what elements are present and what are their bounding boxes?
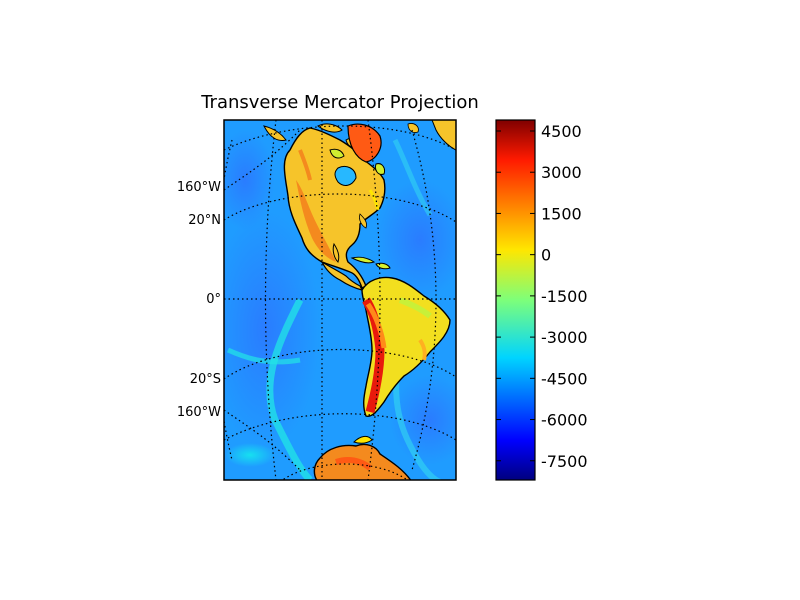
colorbar: 4500 3000 1500 0 -1500 -3000 -4500 -6000 -7500 — [495, 119, 588, 481]
andes-foothills — [365, 302, 387, 349]
arctic-island — [317, 123, 343, 133]
antarctic-peninsula — [353, 435, 373, 444]
north-america — [263, 120, 456, 289]
coastal-island — [359, 213, 367, 229]
iceland — [407, 123, 419, 133]
colorbar-gradient — [496, 120, 535, 480]
meridian-line — [411, 129, 437, 471]
amazon-lowland — [398, 297, 432, 319]
colorbar-tick-label: -3000 — [541, 328, 588, 347]
arctic-island — [329, 148, 345, 159]
rocky-mountains — [296, 180, 336, 262]
colorbar-tick-label: -4500 — [541, 369, 588, 388]
colorbar-tick-label: -7500 — [541, 452, 588, 471]
map-frame — [223, 119, 457, 481]
colorbar-tick-label: 3000 — [541, 163, 582, 182]
ocean-shelf — [225, 443, 275, 467]
parallel-line — [281, 463, 409, 480]
meridian-label: 160°W — [177, 405, 221, 420]
colorbar-ticks: 4500 3000 1500 0 -1500 -3000 -4500 -6000 -7500 — [496, 122, 588, 471]
colorbar-tick-label: 1500 — [541, 204, 582, 223]
colorbar-tick-label: 0 — [541, 246, 551, 265]
parallel-label: 20°S — [190, 372, 221, 387]
ocean-deep-region — [224, 130, 275, 230]
graticule — [224, 120, 456, 480]
isthmus — [320, 260, 364, 291]
meridian-line — [224, 129, 301, 191]
meridian-line — [224, 409, 301, 471]
south-america — [361, 276, 451, 417]
colorbar-frame — [495, 119, 536, 481]
ocean-deep-region — [224, 210, 320, 450]
chart-title: Transverse Mercator Projection — [200, 92, 479, 113]
ocean-ridge — [266, 298, 313, 480]
parallel-line — [224, 348, 456, 380]
parallel-label: 20°N — [188, 213, 221, 228]
mountain-ridge — [298, 149, 312, 181]
colorbar-tick-label: -1500 — [541, 287, 588, 306]
ocean-deep-region — [375, 180, 456, 300]
ocean-ridge — [226, 347, 301, 365]
parallel-label: 0° — [206, 292, 221, 307]
map-panel: 160°W 20°N 0° 20°S 160°W — [177, 119, 457, 481]
cuba — [350, 256, 376, 264]
brazilian-highlands — [418, 338, 427, 361]
colorbar-tick-label: -6000 — [541, 411, 588, 430]
hudson-bay — [334, 165, 357, 186]
meridian-line — [367, 120, 381, 480]
greenland — [347, 123, 382, 163]
yucatan — [332, 242, 340, 263]
arctic-island — [375, 163, 385, 175]
meridian-line — [264, 120, 277, 480]
alaska-coast — [263, 125, 287, 141]
meridian-label: 160°W — [177, 180, 221, 195]
colorbar-tick-label: 4500 — [541, 122, 582, 141]
appalachians — [368, 189, 380, 211]
